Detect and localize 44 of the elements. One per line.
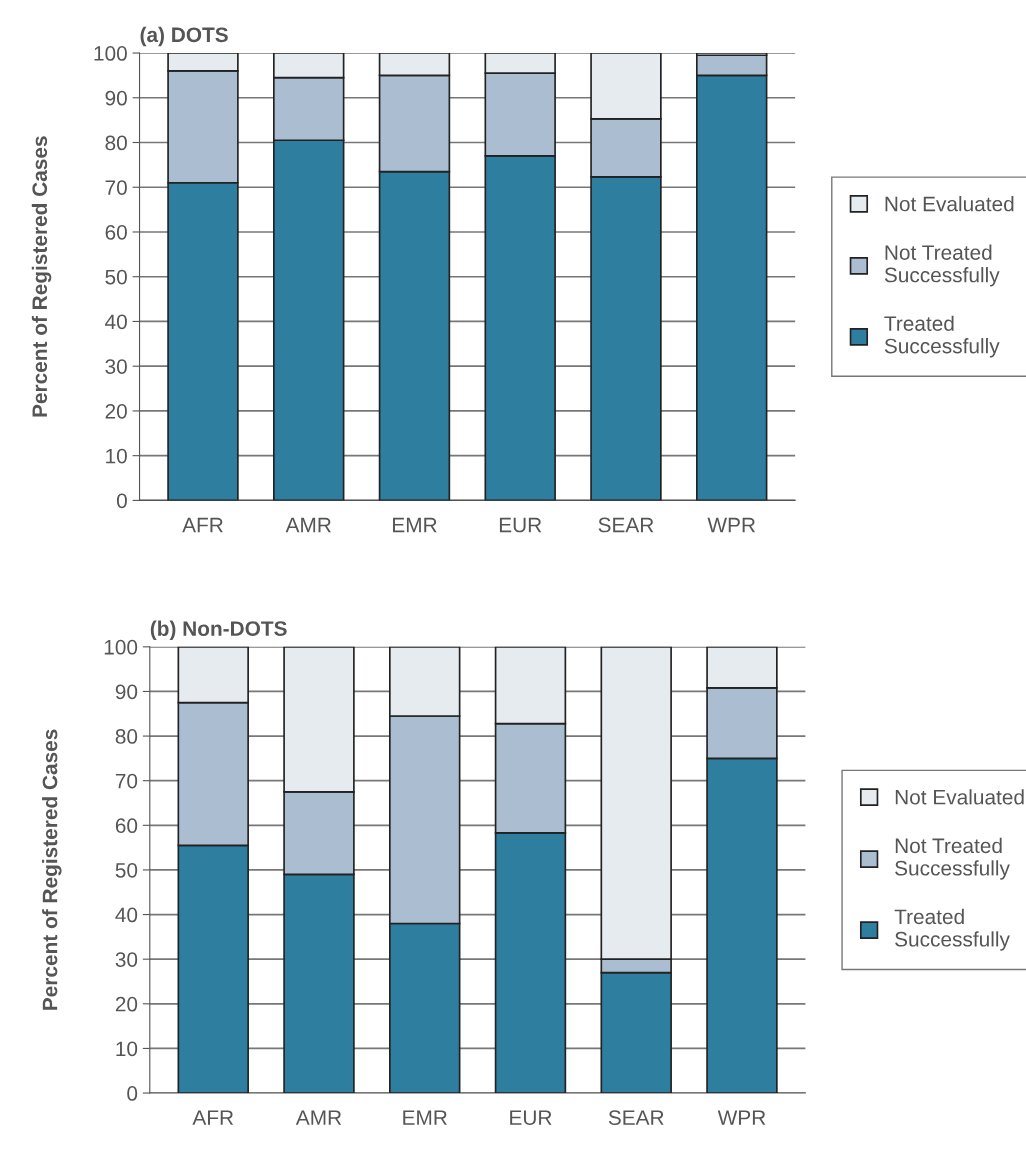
y-tick-label: 100 — [94, 46, 127, 61]
x-tick-label: WPR — [717, 1110, 766, 1125]
y-tick-label: 30 — [115, 952, 138, 967]
y-tick-label: 0 — [127, 1086, 138, 1101]
y-tick-label: 100 — [104, 639, 138, 655]
legend-label: Treated Successfully — [884, 315, 1000, 358]
y-tick-label: 80 — [115, 729, 138, 744]
chart-title: (a) DOTS — [140, 26, 228, 47]
y-tick-label: 90 — [115, 684, 138, 700]
x-tick-label: EUR — [499, 517, 542, 533]
y-tick-label: 50 — [115, 862, 138, 878]
x-tick-label: EUR — [510, 1110, 552, 1126]
legend-label: Not Treated Successfully — [884, 244, 1000, 287]
x-tick-label: SEAR — [598, 517, 654, 533]
legend-label: Treated Successfully — [894, 908, 1010, 951]
x-tick-label: EMR — [393, 517, 437, 533]
y-tick-label: 20 — [105, 403, 127, 419]
y-tick-label: 40 — [115, 907, 138, 923]
x-tick-label: AFR — [192, 1110, 234, 1125]
x-tick-label: AFR — [182, 517, 223, 533]
x-tick-label: AMR — [285, 517, 331, 533]
x-tick-label: AMR — [295, 1110, 342, 1125]
y-tick-label: 40 — [105, 314, 127, 330]
y-tick-label: 90 — [105, 90, 127, 106]
y-tick-label: 30 — [105, 359, 127, 374]
y-axis-title: Percent of Registered Cases — [42, 729, 62, 1010]
y-tick-label: 70 — [105, 180, 127, 195]
legend-label: Not Evaluated — [885, 196, 1014, 212]
y-tick-label: 80 — [105, 135, 127, 151]
y-tick-label: 50 — [105, 269, 127, 285]
y-tick-label: 70 — [115, 773, 138, 789]
x-tick-label: WPR — [707, 517, 756, 533]
y-tick-label: 60 — [115, 818, 138, 834]
legend-label: Not Treated Successfully — [895, 837, 1010, 880]
x-tick-label: SEAR — [608, 1110, 664, 1126]
y-tick-label: 0 — [116, 493, 127, 509]
y-tick-label: 20 — [115, 996, 138, 1012]
y-tick-label: 60 — [105, 224, 127, 240]
x-tick-label: EMR — [403, 1110, 447, 1125]
y-tick-label: 10 — [116, 1041, 138, 1057]
legend-label: Not Evaluated — [895, 789, 1024, 805]
chart-title: (b) Non-DOTS — [150, 620, 287, 641]
y-tick-label: 10 — [106, 448, 127, 464]
y-axis-title: Percent of Registered Cases — [31, 136, 52, 417]
